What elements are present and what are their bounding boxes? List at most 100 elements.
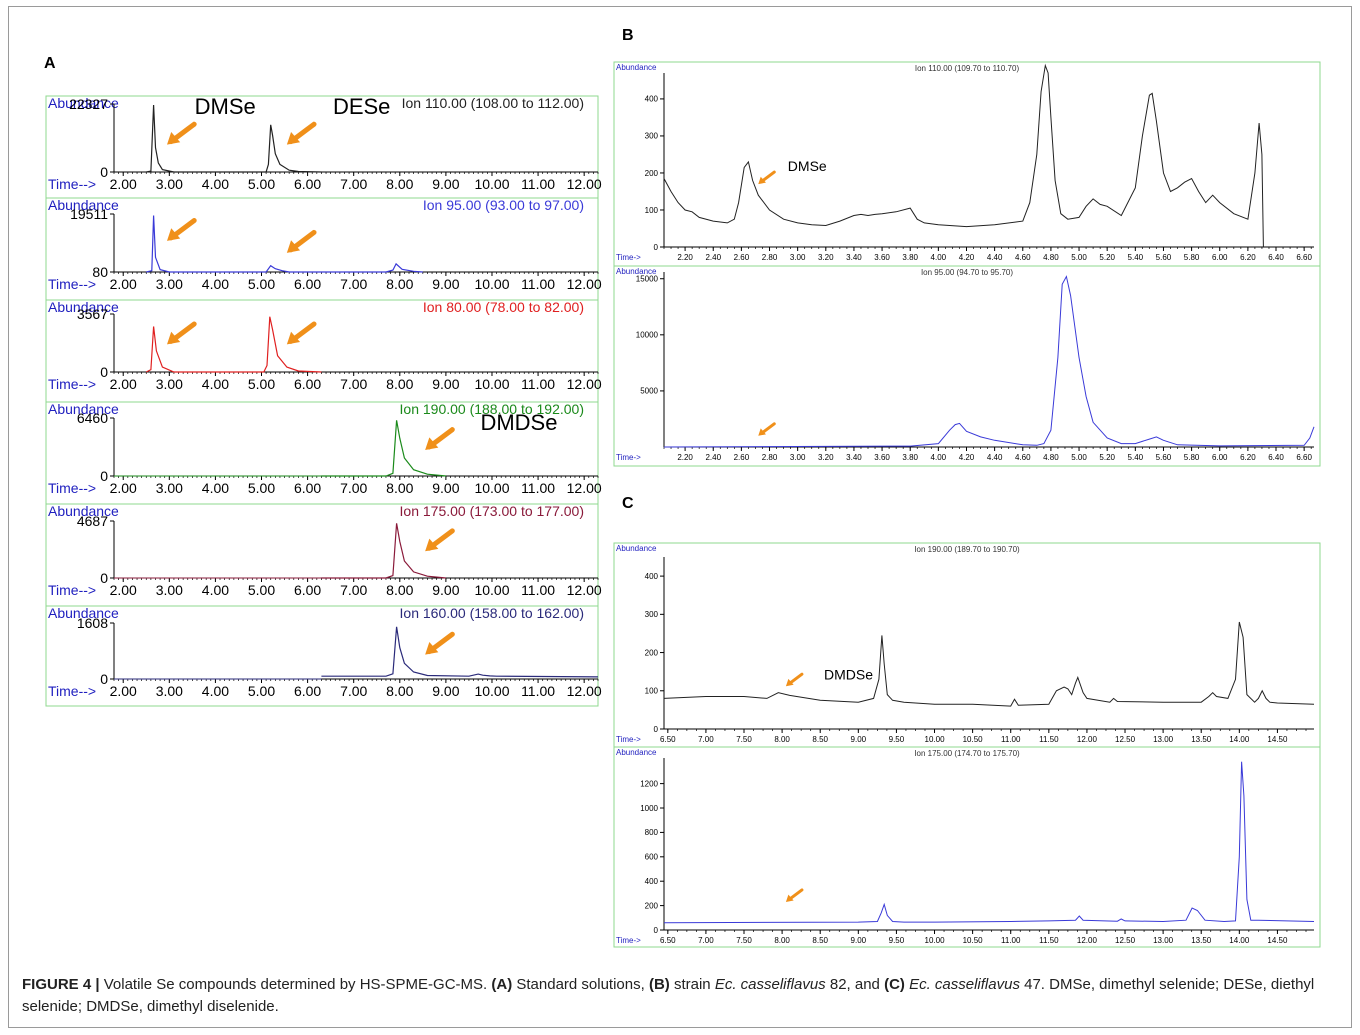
x-tick-label: 13.00 [1153, 735, 1174, 744]
x-tick-label: 10.00 [474, 176, 509, 192]
chart-frame [613, 61, 1321, 267]
x-axis-label: Time--> [48, 582, 96, 598]
x-tick-label: 5.80 [1184, 453, 1200, 462]
x-tick-label: 7.50 [736, 936, 752, 945]
ion-label: Ion 80.00 (78.00 to 82.00) [423, 299, 584, 315]
x-tick-label: 5.40 [1128, 453, 1144, 462]
y-tick-label: 0 [654, 926, 659, 935]
x-tick-label: 11.00 [521, 176, 555, 192]
x-axis-label: Time--> [48, 683, 96, 699]
x-tick-label: 6.00 [1212, 453, 1228, 462]
panel-label-c: C [622, 495, 634, 512]
x-tick-label: 12.00 [567, 582, 602, 598]
x-tick-label: 11.00 [521, 683, 555, 699]
x-tick-label: 3.00 [790, 453, 806, 462]
x-tick-label: 12.00 [567, 480, 602, 496]
x-tick-label: 4.60 [1015, 453, 1031, 462]
x-tick-label: 12.00 [1077, 735, 1098, 744]
x-tick-label: 3.00 [156, 376, 183, 392]
x-tick-label: 5.00 [248, 176, 275, 192]
x-tick-label: 8.00 [386, 480, 413, 496]
x-tick-label: 2.00 [110, 582, 137, 598]
figure-caption: FIGURE 4 | Volatile Se compounds determi… [22, 974, 1342, 1018]
x-tick-label: 5.40 [1128, 253, 1144, 262]
arrow-shaft [788, 672, 804, 685]
y-tick-label: 0 [100, 468, 108, 484]
arrow-head [425, 538, 439, 552]
x-tick-label: 6.40 [1268, 253, 1284, 262]
x-tick-label: 9.00 [432, 582, 459, 598]
x-tick-label: 10.00 [474, 683, 509, 699]
x-tick-label: 9.00 [432, 683, 459, 699]
x-tick-label: 2.80 [762, 253, 778, 262]
x-tick-label: 7.00 [340, 276, 367, 292]
chromatogram-trace [146, 316, 322, 373]
x-tick-label: 11.00 [1001, 735, 1021, 744]
x-tick-label: 7.00 [340, 480, 367, 496]
x-tick-label: 6.60 [1296, 453, 1312, 462]
y-axis-label: Abundance [48, 299, 119, 315]
x-tick-label: 3.60 [874, 253, 890, 262]
x-tick-label: 2.20 [677, 453, 693, 462]
x-tick-label: 9.50 [889, 735, 905, 744]
y-axis-label: Abundance [48, 197, 119, 213]
y-tick-label: 1000 [640, 804, 658, 813]
ion-label: Ion 160.00 (158.00 to 162.00) [400, 605, 584, 621]
y-axis-label: Abundance [48, 401, 119, 417]
x-tick-label: 6.60 [1296, 253, 1312, 262]
x-tick-label: 2.40 [705, 253, 721, 262]
x-axis-label: Time-> [616, 453, 641, 462]
x-tick-label: 11.00 [1001, 936, 1021, 945]
x-tick-label: 4.00 [202, 683, 229, 699]
caption-text: Standard solutions, [512, 976, 649, 993]
arrow-head [167, 331, 181, 345]
chromatogram-trace [146, 215, 423, 273]
x-tick-label: 9.00 [432, 376, 459, 392]
arrow-icon [286, 229, 317, 253]
y-tick-label: 100 [645, 687, 659, 696]
panel-label-a: A [44, 55, 56, 72]
ion-label: Ion 110.00 (108.00 to 112.00) [402, 95, 584, 111]
x-tick-label: 13.50 [1191, 735, 1212, 744]
caption-figure-label: FIGURE 4 | [22, 976, 100, 993]
x-tick-label: 14.50 [1267, 936, 1288, 945]
figure-canvas: A B C Abundance Ion 110.00 (108.00 to 112… [44, 27, 1321, 948]
chart-frame [613, 265, 1321, 467]
x-tick-label: 3.60 [874, 453, 890, 462]
arrow-icon [785, 672, 804, 687]
x-tick-label: 5.00 [248, 683, 275, 699]
x-tick-label: 10.50 [963, 735, 984, 744]
arrow-icon [425, 528, 455, 552]
x-tick-label: 5.00 [248, 376, 275, 392]
chart-a-2: Abundance Ion 95.00 (93.00 to 97.00) 80 195… [45, 197, 602, 301]
x-tick-label: 3.00 [156, 276, 183, 292]
y-tick-label: 3567 [77, 306, 108, 322]
x-tick-label: 4.60 [1015, 253, 1031, 262]
x-tick-label: 9.00 [432, 176, 459, 192]
x-tick-label: 3.20 [818, 453, 834, 462]
chart-a-5: Abundance Ion 175.00 (173.00 to 177.00) 0 4… [45, 503, 602, 607]
y-tick-label: 15000 [636, 275, 659, 284]
x-axis-label: Time--> [48, 480, 96, 496]
arrow-head [758, 428, 766, 436]
x-tick-label: 11.50 [1039, 735, 1059, 744]
x-tick-label: 8.00 [386, 582, 413, 598]
x-tick-label: 4.80 [1043, 453, 1059, 462]
x-tick-label: 6.20 [1240, 253, 1256, 262]
x-tick-label: 10.00 [474, 276, 509, 292]
x-tick-label: 4.00 [202, 176, 229, 192]
arrow-head [785, 894, 794, 902]
y-tick-label: 6460 [77, 410, 108, 426]
x-tick-label: 4.00 [202, 376, 229, 392]
caption-species: Ec. casseliflavus [909, 976, 1020, 993]
arrow-head [167, 131, 181, 145]
y-tick-label: 10000 [636, 331, 659, 340]
arrow-icon [758, 170, 776, 185]
x-tick-label: 2.00 [110, 176, 137, 192]
figure-frame [8, 6, 1352, 1028]
chart-frame [613, 542, 1321, 748]
caption-species: Ec. casseliflavus [714, 976, 826, 993]
y-tick-label: 5000 [640, 387, 658, 396]
arrow-icon [758, 422, 776, 436]
peak-annotation: DMSe [195, 94, 256, 119]
